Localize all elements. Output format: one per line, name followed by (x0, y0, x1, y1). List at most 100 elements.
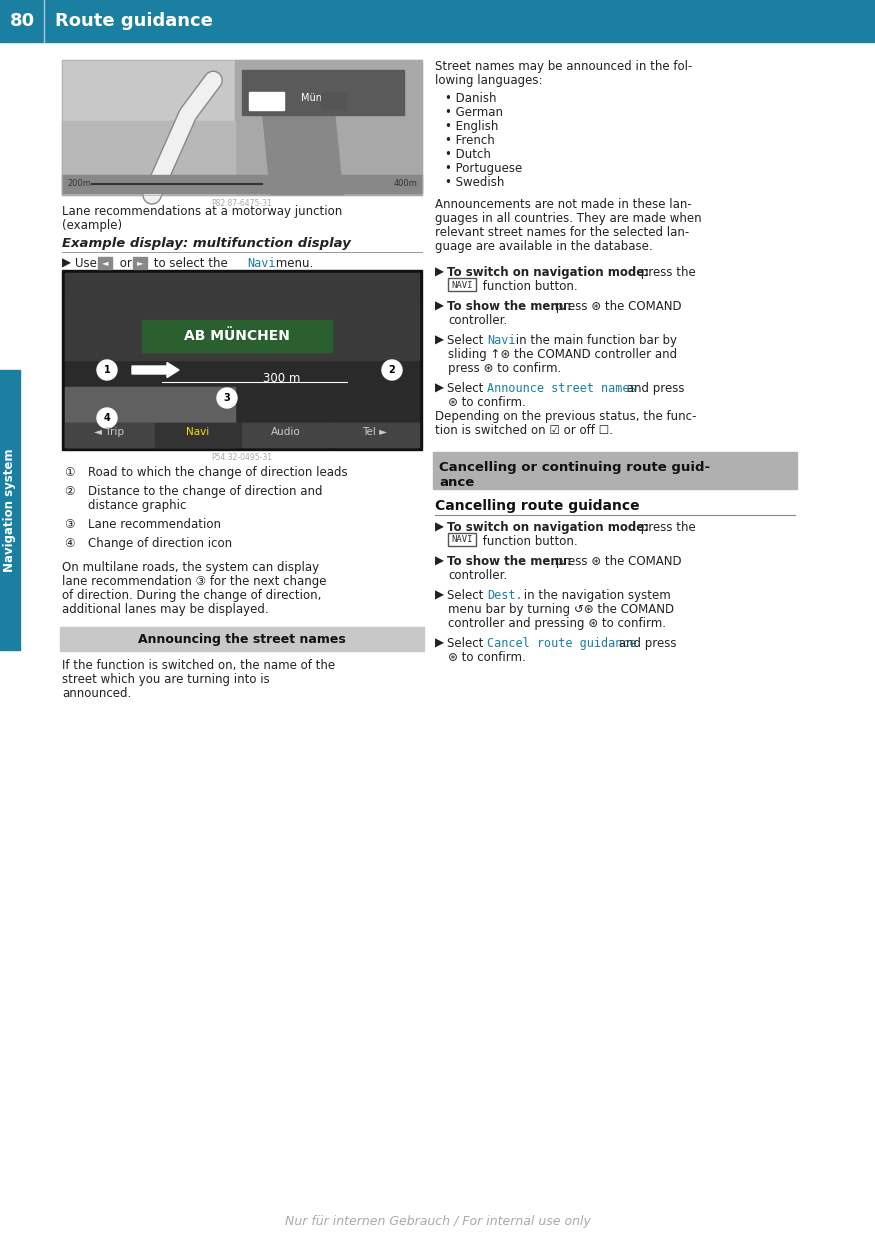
Text: ④: ④ (64, 537, 74, 550)
Text: controller.: controller. (448, 314, 507, 326)
Text: ▶: ▶ (435, 334, 444, 347)
Text: • German: • German (445, 105, 503, 119)
Text: To switch on navigation mode:: To switch on navigation mode: (447, 521, 649, 534)
Bar (62, 175, 422, 194)
Circle shape (217, 388, 237, 408)
Text: To show the menu:: To show the menu: (447, 555, 572, 568)
Text: Announcing the street names: Announcing the street names (138, 633, 346, 647)
Text: Depending on the previous status, the func-: Depending on the previous status, the fu… (435, 410, 696, 423)
Text: ance: ance (439, 475, 474, 489)
Text: On multilane roads, the system can display: On multilane roads, the system can displ… (62, 561, 319, 575)
Text: Lane recommendations at a motorway junction: Lane recommendations at a motorway junct… (62, 205, 342, 218)
Bar (60, 627, 424, 652)
Text: ◄ Trip: ◄ Trip (94, 427, 124, 437)
Text: ▶: ▶ (435, 637, 444, 650)
Bar (155, 423, 241, 447)
Text: in the main function bar by: in the main function bar by (512, 334, 677, 347)
Text: Use: Use (75, 257, 101, 271)
Text: 4: 4 (103, 413, 110, 423)
Bar (62, 271, 422, 450)
Text: ◄: ◄ (102, 258, 108, 268)
Text: function button.: function button. (479, 280, 578, 293)
Text: press ⊛ to confirm.: press ⊛ to confirm. (448, 362, 561, 375)
Bar (65, 297, 419, 447)
Text: • Dutch: • Dutch (445, 148, 491, 161)
Text: additional lanes may be displayed.: additional lanes may be displayed. (62, 603, 269, 616)
Bar (0, 370, 20, 650)
Bar (0, 0, 875, 42)
Bar (62, 60, 234, 195)
Text: (example): (example) (62, 218, 122, 232)
Text: lane recommendation ③ for the next change: lane recommendation ③ for the next chang… (62, 575, 326, 588)
Text: Navi: Navi (186, 427, 209, 437)
Text: 80: 80 (10, 12, 35, 30)
Text: menu.: menu. (272, 257, 313, 271)
Text: 3: 3 (224, 393, 230, 403)
Text: Dest.: Dest. (487, 589, 522, 602)
Text: • English: • English (445, 120, 499, 133)
Bar (98, 257, 112, 269)
Text: Example display: multifunction display: Example display: multifunction display (62, 237, 351, 249)
Text: • Danish: • Danish (445, 92, 496, 105)
Text: ①: ① (64, 467, 74, 479)
Text: Lane recommendation: Lane recommendation (88, 517, 221, 531)
Bar (62, 60, 422, 195)
Bar (65, 387, 235, 447)
Bar (62, 120, 234, 195)
Text: 1: 1 (103, 365, 110, 375)
Bar (66, 423, 152, 447)
Text: NAVI: NAVI (452, 536, 472, 545)
Text: NAVI: NAVI (452, 280, 472, 289)
Text: lowing languages:: lowing languages: (435, 74, 542, 87)
Text: street which you are turning into is: street which you are turning into is (62, 673, 270, 686)
Bar (448, 532, 476, 546)
Text: to select the: to select the (150, 257, 232, 271)
Text: press the: press the (637, 266, 696, 279)
Text: sliding ↑⊛ the COMAND controller and: sliding ↑⊛ the COMAND controller and (448, 347, 677, 361)
Text: Navi: Navi (247, 257, 276, 271)
Text: Audio: Audio (271, 427, 301, 437)
Text: 2: 2 (388, 365, 396, 375)
Text: Select: Select (447, 334, 487, 347)
Text: ▶: ▶ (435, 555, 444, 568)
Text: relevant street names for the selected lan-: relevant street names for the selected l… (435, 226, 690, 240)
Bar (448, 278, 476, 290)
Bar (65, 423, 419, 447)
Text: Select: Select (447, 589, 487, 602)
Text: tion is switched on ☑ or off ☐.: tion is switched on ☑ or off ☐. (435, 424, 612, 437)
Text: Street names may be announced in the fol-: Street names may be announced in the fol… (435, 60, 692, 73)
Text: or: or (116, 257, 136, 271)
Bar (243, 423, 330, 447)
Bar (332, 423, 418, 447)
Text: announced.: announced. (62, 688, 131, 700)
Text: München: München (301, 93, 346, 103)
Text: ▶: ▶ (435, 521, 444, 534)
Bar (234, 60, 422, 195)
Text: ▶: ▶ (62, 257, 71, 271)
Text: Navigation system: Navigation system (4, 448, 17, 572)
Bar (62, 60, 422, 195)
Bar (142, 320, 332, 352)
Text: controller and pressing ⊛ to confirm.: controller and pressing ⊛ to confirm. (448, 617, 666, 630)
Text: press the: press the (637, 521, 696, 534)
Text: 200m: 200m (67, 180, 91, 189)
Text: menu bar by turning ↺⊛ the COMAND: menu bar by turning ↺⊛ the COMAND (448, 603, 674, 616)
Text: Route guidance: Route guidance (55, 12, 213, 30)
Bar (249, 92, 284, 110)
Text: 400m: 400m (393, 180, 417, 189)
Text: • Swedish: • Swedish (445, 176, 504, 189)
Text: Tel ►: Tel ► (362, 427, 388, 437)
Polygon shape (260, 87, 343, 195)
Text: distance graphic: distance graphic (88, 499, 186, 513)
Text: Distance to the change of direction and: Distance to the change of direction and (88, 485, 323, 498)
Text: ►: ► (136, 258, 144, 268)
Text: 300 m: 300 m (263, 371, 301, 385)
Text: P54.32-0495-31: P54.32-0495-31 (212, 453, 272, 463)
Text: ▶: ▶ (435, 382, 444, 395)
Text: ⊛ to confirm.: ⊛ to confirm. (448, 652, 526, 664)
Text: press ⊛ the COMAND: press ⊛ the COMAND (552, 555, 682, 568)
Text: Cancelling route guidance: Cancelling route guidance (435, 499, 640, 513)
Text: ▶: ▶ (435, 589, 444, 602)
FancyArrow shape (132, 362, 179, 377)
Text: To switch on navigation mode:: To switch on navigation mode: (447, 266, 649, 279)
